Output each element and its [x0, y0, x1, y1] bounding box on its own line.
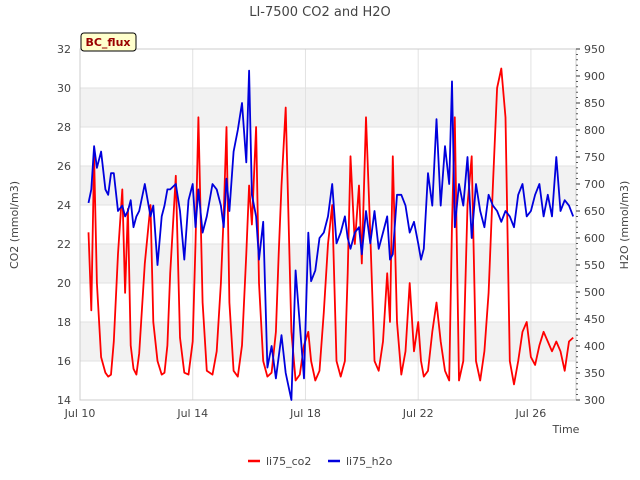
- legend: li75_co2 li75_h2o: [248, 455, 393, 468]
- left-tick-label: 26: [57, 160, 71, 173]
- left-tick-label: 30: [57, 82, 71, 95]
- x-tick-label: Jul 26: [515, 407, 547, 420]
- right-y-axis-label: H2O (mmol/m3): [618, 181, 631, 270]
- left-tick-label: 20: [57, 277, 71, 290]
- badge: BC_flux: [80, 32, 137, 52]
- left-tick-label: 24: [57, 199, 71, 212]
- left-tick-label: 22: [57, 238, 71, 251]
- series-line-li75_h2o: [87, 69, 575, 401]
- legend-label: li75_h2o: [346, 455, 393, 468]
- right-tick-label: 950: [584, 43, 605, 56]
- band-24: [80, 166, 576, 205]
- left-tick-label: 14: [57, 394, 71, 407]
- series-line-li75_co2: [87, 67, 574, 386]
- right-tick-label: 550: [584, 259, 605, 272]
- legend-item-li75_co2: li75_co2: [248, 455, 311, 468]
- chart-title: LI-7500 CO2 and H2O: [249, 5, 391, 20]
- legend-label: li75_co2: [266, 455, 311, 468]
- right-tick-label: 650: [584, 205, 605, 218]
- right-tick-label: 850: [584, 97, 605, 110]
- band-28: [80, 88, 576, 127]
- left-tick-label: 28: [57, 121, 71, 134]
- badge-box: [80, 32, 137, 52]
- right-y-axis: 300 350 400 450 500 550 600 650 700 750 800 850 900 9…: [576, 43, 605, 407]
- left-tick-label: 16: [57, 355, 71, 368]
- x-axis: Jul 10 Jul 14 Jul 18 Jul 22 Jul 26: [64, 407, 547, 420]
- right-tick-label: 400: [584, 340, 605, 353]
- left-y-axis-label: CO2 (mmol/m3): [8, 181, 21, 269]
- right-tick-label: 350: [584, 367, 605, 380]
- series-layer: [87, 67, 575, 401]
- plot-frame: [79, 48, 577, 401]
- x-tick-label: Jul 14: [176, 407, 208, 420]
- legend-item-li75_h2o: li75_h2o: [328, 455, 393, 468]
- badge-label: BC_flux: [85, 36, 130, 49]
- right-tick-label: 300: [584, 394, 605, 407]
- right-tick-label: 700: [584, 178, 605, 191]
- x-axis-label: Time: [552, 423, 580, 436]
- x-tick-label: Jul 22: [402, 407, 434, 420]
- right-tick-label: 600: [584, 232, 605, 245]
- right-tick-label: 500: [584, 286, 605, 299]
- right-tick-label: 750: [584, 151, 605, 164]
- right-tick-label: 450: [584, 313, 605, 326]
- left-tick-label: 18: [57, 316, 71, 329]
- x-tick-label: Jul 10: [64, 407, 96, 420]
- left-y-axis: 14 16 18 20 22 24 26 28 30 32: [57, 43, 71, 407]
- right-tick-label: 900: [584, 70, 605, 83]
- left-tick-label: 32: [57, 43, 71, 56]
- x-tick-label: Jul 18: [289, 407, 321, 420]
- band-16: [80, 322, 576, 361]
- right-tick-label: 800: [584, 124, 605, 137]
